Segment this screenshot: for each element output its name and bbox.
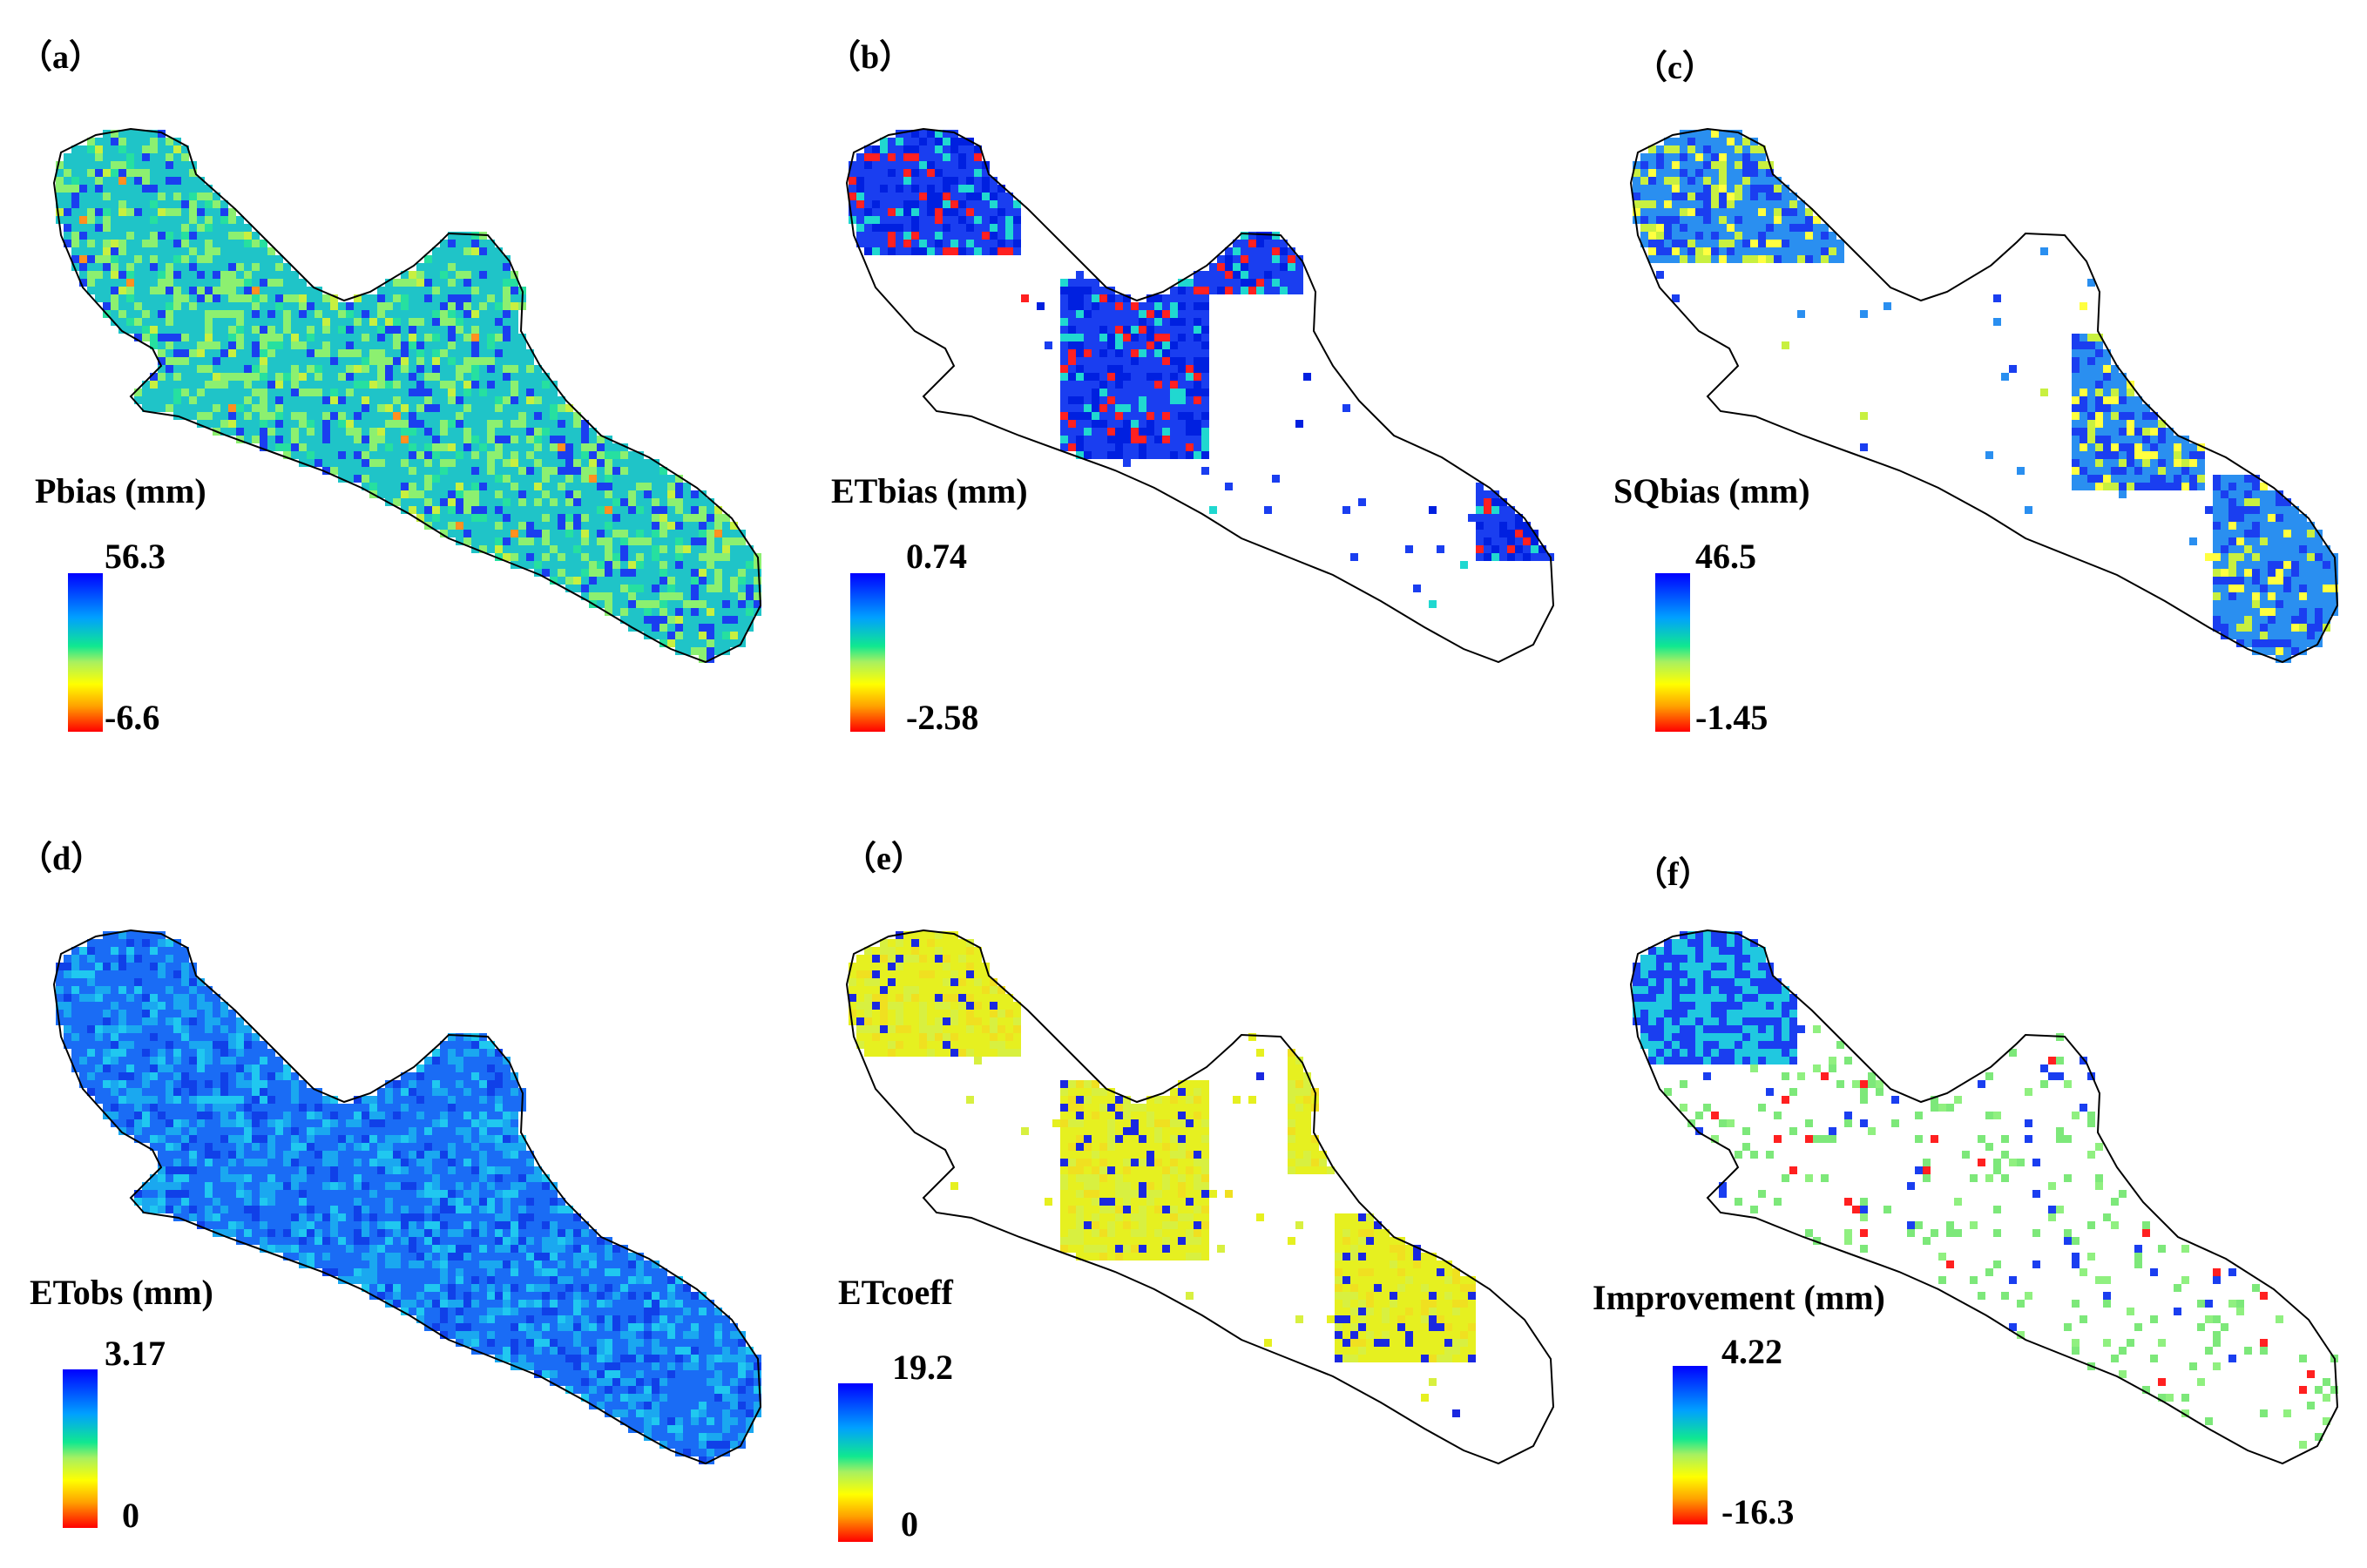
color-ramp [63,1369,98,1528]
panel-label: （c） [1634,50,1715,86]
panel-label: （e） [843,841,924,877]
panel-label: （b） [828,39,913,76]
legend-title: ETobs (mm) [30,1273,213,1312]
basin-map [1629,127,2339,664]
color-ramp [68,573,103,732]
panel-a: （a） Pbias (mm) 56.3 -6.6 [0,0,767,767]
basin-map [845,127,1555,664]
legend-title: ETbias (mm) [831,471,1028,510]
legend-max: 3.17 [105,1334,166,1373]
basin-outline [845,929,1555,1465]
color-ramp [1673,1366,1708,1524]
panel-d: （d） ETobs (mm) 3.17 0 [0,801,767,1568]
legend-max: 56.3 [105,537,166,576]
raster-cells [56,130,761,663]
basin-outline [1629,127,2339,664]
basin-outline [1629,929,2339,1465]
legend-min: -2.58 [906,698,979,737]
raster-cells [849,931,1476,1417]
panel-label: （d） [19,841,105,877]
legend-title: Improvement (mm) [1593,1278,1885,1317]
panel-b: （b） ETbias (mm) 0.74 -2.58 [793,0,1559,767]
legend-max: 46.5 [1695,537,1756,576]
basin-outline [52,929,762,1465]
panel-c: （c） SQbias (mm) 46.5 -1.45 [1577,0,2343,767]
color-ramp [1655,573,1690,732]
raster-cells [56,931,761,1464]
basin-outline [845,127,1555,664]
legend-min: 0 [122,1496,139,1535]
raster-cells [849,130,1554,608]
raster-cells [1633,130,2338,663]
basin-map [52,929,762,1465]
legend-title: ETcoeff [838,1273,953,1312]
legend-max: 19.2 [892,1348,953,1387]
panel-label: （a） [19,39,103,76]
color-ramp [838,1383,873,1542]
panel-label: （f） [1634,856,1712,893]
basin-map [1629,929,2339,1465]
basin-outline [52,127,762,664]
legend-max: 4.22 [1721,1332,1782,1371]
legend-min: -1.45 [1695,698,1768,737]
color-ramp [850,573,885,732]
basin-map [845,929,1555,1465]
legend-title: SQbias (mm) [1613,471,1810,510]
raster-cells [1633,931,2338,1449]
legend-min: 0 [901,1504,918,1544]
legend-min: -16.3 [1721,1492,1795,1531]
basin-map [52,127,762,664]
panel-e: （e） ETcoeff 19.2 0 [793,801,1559,1568]
legend-min: -6.6 [105,698,160,737]
legend-max: 0.74 [906,537,967,576]
legend-title: Pbias (mm) [35,471,206,510]
panel-f: （f） Improvement (mm) 4.22 -16.3 [1577,801,2343,1568]
